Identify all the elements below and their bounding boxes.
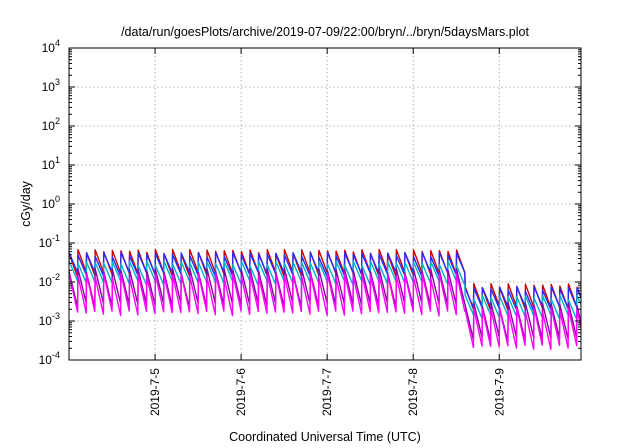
y-tick-label: 102 [42, 116, 60, 133]
x-tick-label: 2019-7-8 [406, 368, 420, 416]
y-tick-label: 101 [42, 155, 60, 172]
grid [69, 48, 581, 360]
y-tick-label: 10-4 [39, 350, 60, 367]
series-line [68, 251, 582, 312]
series-layer [68, 248, 582, 351]
y-tick-label: 104 [42, 38, 60, 55]
chart-title: /data/run/goesPlots/archive/2019-07-09/2… [121, 25, 529, 39]
y-tick-label: 103 [42, 77, 60, 94]
x-axis-label: Coordinated Universal Time (UTC) [229, 430, 421, 444]
y-tick-label: 10-2 [39, 272, 60, 289]
y-tick-labels: 10-4 10-3 10-2 10-1 100 101 102 103 104 [39, 38, 60, 367]
x-tick-labels: 2019-7-5 2019-7-6 2019-7-7 2019-7-8 2019-7-9 [148, 368, 506, 416]
series-line [68, 267, 582, 343]
series-line [68, 260, 582, 321]
y-tick-label: 10-1 [39, 233, 60, 250]
axis-ticks [69, 47, 581, 361]
series-line [68, 272, 582, 351]
x-tick-label: 2019-7-5 [148, 368, 162, 416]
x-tick-label: 2019-7-7 [320, 368, 334, 416]
y-tick-label: 10-3 [39, 311, 60, 328]
x-tick-label: 2019-7-6 [234, 368, 248, 416]
y-tick-label: 100 [42, 194, 60, 211]
x-tick-label: 2019-7-9 [492, 368, 506, 416]
y-axis-label: cGy/day [19, 180, 33, 227]
